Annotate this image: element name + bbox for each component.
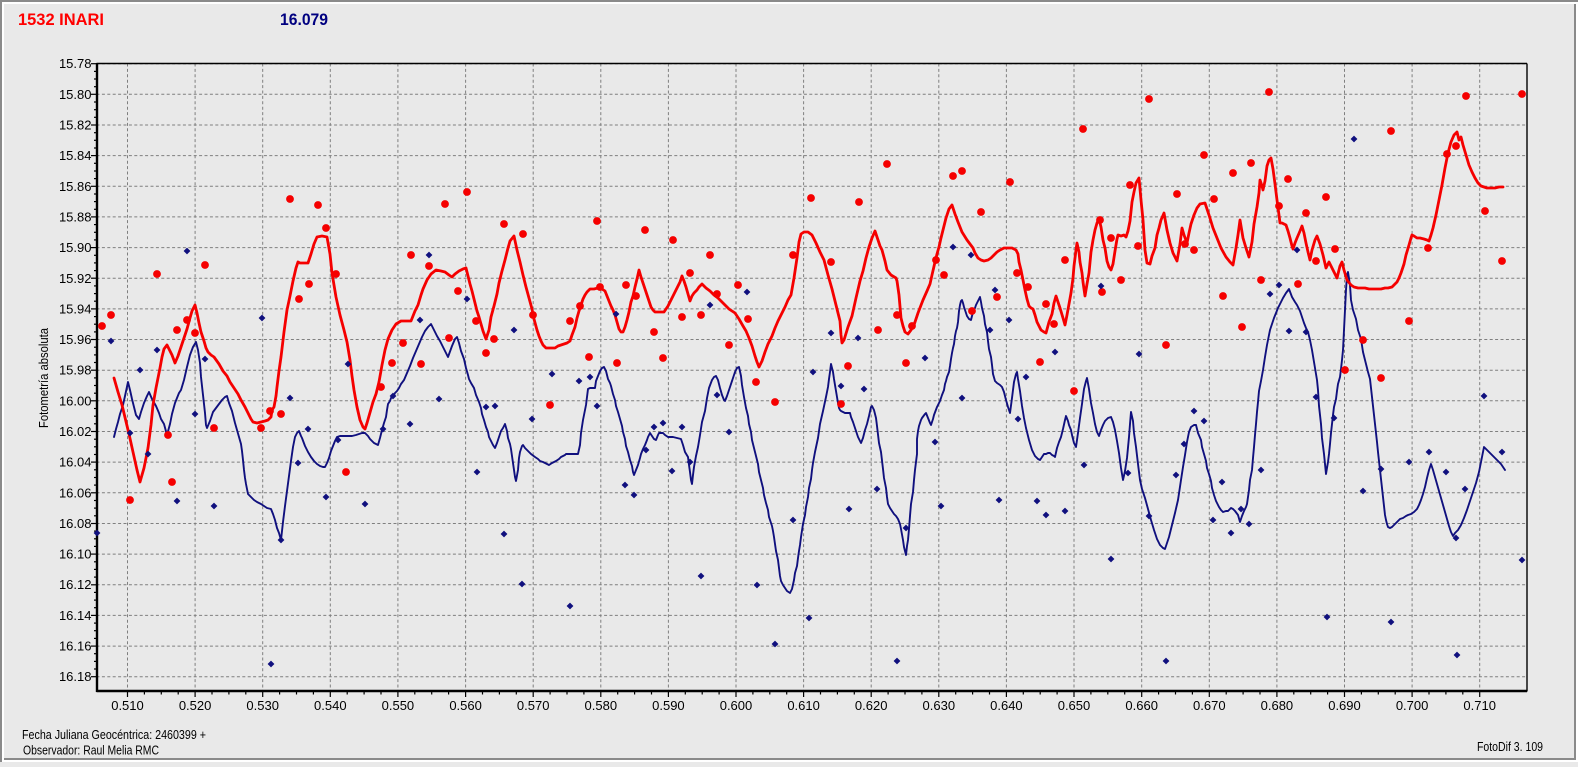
svg-text:16.02: 16.02: [59, 424, 92, 439]
svg-text:0.670: 0.670: [1193, 698, 1226, 713]
svg-text:0.630: 0.630: [923, 698, 956, 713]
svg-text:0.530: 0.530: [246, 698, 279, 713]
svg-text:16.079: 16.079: [280, 10, 328, 29]
svg-text:0.690: 0.690: [1328, 698, 1361, 713]
svg-text:16.12: 16.12: [59, 577, 92, 592]
svg-text:0.710: 0.710: [1463, 698, 1496, 713]
svg-text:0.600: 0.600: [720, 698, 753, 713]
svg-text:15.84: 15.84: [59, 148, 92, 163]
svg-text:Observador: Raul Melia RMC: Observador: Raul Melia RMC: [23, 743, 159, 758]
svg-text:15.80: 15.80: [59, 87, 92, 102]
svg-text:0.590: 0.590: [652, 698, 685, 713]
svg-text:0.660: 0.660: [1125, 698, 1158, 713]
svg-text:FotoDif 3. 109: FotoDif 3. 109: [1477, 739, 1543, 754]
svg-text:0.650: 0.650: [1058, 698, 1091, 713]
svg-text:16.10: 16.10: [59, 547, 92, 562]
svg-text:16.00: 16.00: [59, 393, 92, 408]
svg-text:0.570: 0.570: [517, 698, 550, 713]
svg-text:15.92: 15.92: [59, 271, 92, 286]
svg-text:0.510: 0.510: [111, 698, 144, 713]
svg-text:16.06: 16.06: [59, 485, 92, 500]
svg-text:0.580: 0.580: [585, 698, 618, 713]
svg-text:0.520: 0.520: [179, 698, 212, 713]
svg-text:15.90: 15.90: [59, 240, 92, 255]
svg-text:0.540: 0.540: [314, 698, 347, 713]
svg-text:16.04: 16.04: [59, 455, 92, 470]
svg-text:15.82: 15.82: [59, 118, 92, 133]
svg-text:16.14: 16.14: [59, 608, 92, 623]
svg-text:Fotometría absoluta: Fotometría absoluta: [36, 327, 51, 428]
svg-text:0.620: 0.620: [855, 698, 888, 713]
svg-text:Fecha Juliana Geocéntrica: 246: Fecha Juliana Geocéntrica: 2460399 +: [22, 727, 206, 742]
svg-text:15.96: 15.96: [59, 332, 92, 347]
svg-text:16.18: 16.18: [59, 669, 92, 684]
svg-text:16.08: 16.08: [59, 516, 92, 531]
svg-text:0.700: 0.700: [1396, 698, 1429, 713]
svg-text:15.78: 15.78: [59, 56, 92, 71]
svg-text:0.640: 0.640: [990, 698, 1023, 713]
svg-text:0.560: 0.560: [449, 698, 482, 713]
svg-text:0.610: 0.610: [787, 698, 820, 713]
svg-text:0.680: 0.680: [1261, 698, 1294, 713]
svg-text:1532 INARI: 1532 INARI: [18, 10, 104, 29]
svg-text:15.94: 15.94: [59, 301, 92, 316]
svg-text:15.98: 15.98: [59, 363, 92, 378]
svg-text:15.88: 15.88: [59, 209, 92, 224]
svg-text:15.86: 15.86: [59, 179, 92, 194]
svg-text:16.16: 16.16: [59, 639, 92, 654]
svg-text:0.550: 0.550: [382, 698, 415, 713]
